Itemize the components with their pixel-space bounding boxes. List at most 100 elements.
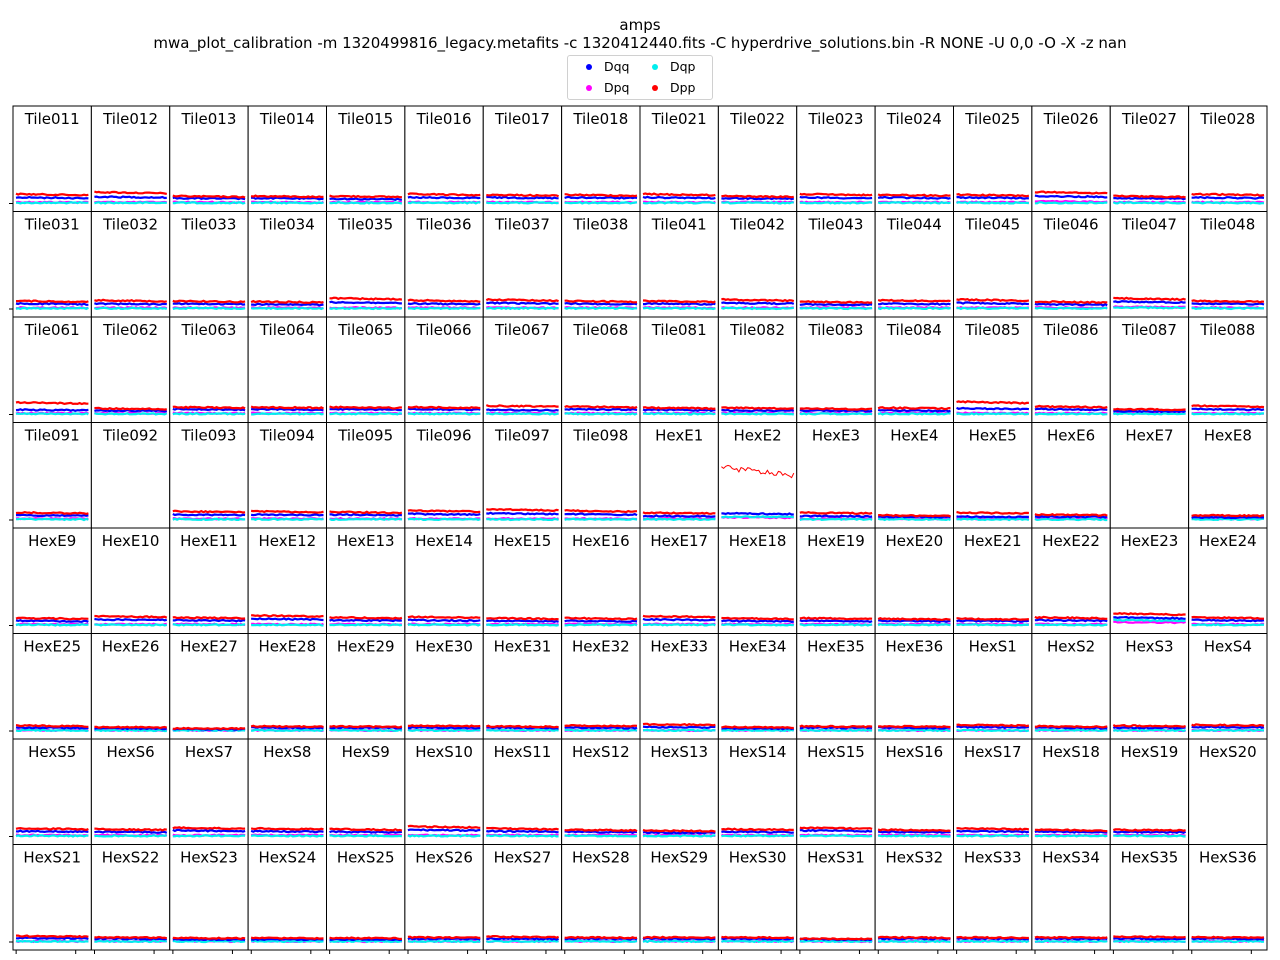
series-dqp: [1034, 306, 1108, 311]
series-dpp: [407, 298, 481, 303]
series-dqp: [1191, 412, 1265, 416]
series-dqp: [799, 517, 873, 522]
series-dpp: [251, 509, 324, 514]
panel-tile018: Tile018: [561, 105, 641, 212]
panel-frame: [326, 527, 406, 634]
panel-title: HexE11: [180, 532, 238, 550]
series-dqq: [1113, 830, 1187, 834]
series-dqp: [172, 517, 246, 522]
series-dqq: [799, 828, 873, 833]
series-dqp: [485, 412, 559, 416]
panel-frame: [1031, 844, 1111, 951]
panel-hexs16: HexS16: [874, 738, 954, 845]
panel-tile013: Tile013: [169, 105, 249, 212]
panel-hexs31: HexS31: [796, 844, 876, 954]
series-dqp: [1034, 412, 1108, 416]
series-dqq: [1034, 194, 1108, 199]
panel-title: Tile013: [180, 110, 236, 128]
panel-title: Tile012: [102, 110, 158, 128]
series-dqp: [642, 834, 716, 838]
series-dqq: [877, 408, 951, 413]
series-dqq: [15, 726, 89, 730]
series-dqp: [1112, 728, 1187, 733]
panel-hexs12: HexS12: [561, 738, 641, 845]
panel-frame: [404, 316, 484, 423]
panel-title: HexS11: [494, 743, 552, 761]
series-dqp: [721, 201, 794, 205]
panel-tile085: Tile085: [953, 316, 1033, 423]
series-dqp: [1034, 623, 1108, 627]
series-dqq: [329, 513, 403, 517]
panel-tile063: Tile063: [169, 316, 249, 423]
panel-title: HexE23: [1121, 532, 1179, 550]
panel-frame: [953, 738, 1033, 845]
panel-title: Tile018: [572, 110, 628, 128]
panel-title: HexS32: [885, 849, 943, 867]
series-dqp: [877, 517, 951, 522]
panel-tile048: Tile048: [1188, 211, 1268, 318]
series-dqq: [1112, 725, 1186, 730]
series-dpp: [956, 510, 1029, 515]
series-dqq: [486, 829, 559, 834]
series-dpp: [250, 299, 324, 304]
panel-tile027: Tile027: [1109, 105, 1190, 212]
panel-hexe28: HexE28: [247, 633, 327, 740]
series-dqq: [564, 512, 638, 517]
panel-title: HexE4: [890, 427, 938, 445]
panel-tile011: Tile011: [9, 105, 92, 212]
panel-tile037: Tile037: [482, 211, 563, 318]
series-dqq: [251, 617, 324, 622]
panel-frame: [1188, 633, 1268, 740]
series-dqp: [1034, 834, 1108, 838]
panel-hexe10: HexE10: [90, 527, 171, 634]
series-dqp: [94, 412, 168, 416]
panel-title: Tile046: [1043, 216, 1099, 234]
series-dqp: [1191, 728, 1265, 733]
series-dpp: [329, 827, 403, 832]
panel-hexe4: HexE4: [874, 422, 954, 529]
panel-title: HexS12: [572, 743, 630, 761]
panel-frame: [717, 633, 798, 740]
panel-hexs30: HexS30: [717, 844, 798, 954]
series-dqp: [15, 834, 89, 838]
series-dpp: [799, 724, 873, 729]
series-dqq: [486, 195, 559, 200]
panel-hexe36: HexE36: [874, 633, 954, 740]
panel-tile033: Tile033: [169, 211, 249, 318]
series-dpp: [15, 400, 89, 406]
series-dqq: [878, 619, 951, 623]
series-dqq: [643, 302, 716, 306]
panel-hexe35: HexE35: [796, 633, 876, 740]
series-dqp: [407, 201, 481, 205]
series-dqq: [642, 830, 716, 835]
series-dpp: [250, 194, 324, 199]
series-dqp: [485, 939, 559, 944]
panel-hexs7: HexS7: [169, 738, 249, 845]
panel-title: HexS15: [807, 743, 865, 761]
series-dqp: [485, 834, 559, 838]
series-dqq: [956, 619, 1030, 623]
series-dpp: [1191, 615, 1264, 620]
series-dpp: [1112, 828, 1186, 832]
chart-subtitle: mwa_plot_calibration -m 1320499816_legac…: [153, 34, 1127, 52]
panel-title: HexS8: [263, 743, 311, 761]
panel-hexe14: HexE14: [404, 527, 484, 634]
series-dqq: [172, 618, 246, 623]
panel-title: HexE28: [258, 638, 316, 656]
series-dqp: [329, 939, 403, 944]
panel-title: HexS18: [1042, 743, 1100, 761]
series-dqq: [407, 195, 481, 200]
panel-frame: [404, 633, 484, 740]
series-dpp: [16, 934, 89, 939]
panel-frame: [169, 527, 249, 634]
panel-title: HexE7: [1125, 427, 1173, 445]
series-dqq: [251, 513, 324, 517]
series-dpp: [94, 725, 168, 730]
series-dqp: [94, 939, 167, 944]
legend-marker-dpp: [652, 85, 658, 91]
series-dpp: [878, 513, 951, 518]
series-dqp: [1034, 728, 1108, 733]
series-dpp: [1034, 724, 1108, 729]
series-dpp: [172, 726, 246, 731]
panel-hexs9: HexS9: [326, 738, 406, 845]
